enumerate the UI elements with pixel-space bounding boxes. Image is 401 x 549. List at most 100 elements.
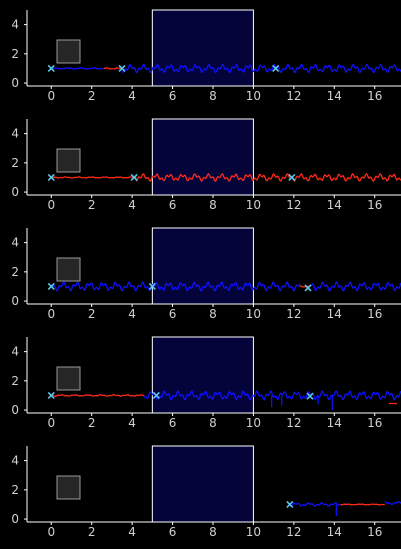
x-tick-label: 16 [367,416,382,430]
x-tick-label: 14 [327,198,342,212]
legend-box [56,366,81,391]
series-line-blue [50,281,301,292]
x-marker [152,391,160,400]
x-tick-label: 0 [47,416,55,430]
series-line-red [135,172,401,183]
series-line-blue [143,390,401,401]
x-tick-label: 6 [169,416,177,430]
x-tick-label: 4 [128,89,136,103]
series-line-blue [384,500,401,506]
traces [51,172,401,183]
x-marker-glyph [47,64,55,73]
x-tick-label: 2 [88,307,96,321]
x-tick-label: 14 [327,525,342,539]
x-tick-label: 4 [128,416,136,430]
x-tick-label: 6 [169,89,177,103]
x-tick-label: 14 [327,307,342,321]
series-line-red [103,67,123,70]
chart-panel-3: 0 2 4 6 8 10 12 14 16 0 2 4 [11,227,401,321]
x-tick-label: 6 [169,307,177,321]
x-marker-glyph [130,173,138,182]
traces [50,63,401,74]
x-tick-label: 2 [88,89,96,103]
legend-box [56,148,81,173]
y-tick-label: 4 [11,18,19,32]
x-marker [130,173,138,182]
series-line-red [51,176,137,179]
x-tick-label: 6 [169,198,177,212]
x-marker [272,64,280,73]
series-line-red [340,503,386,506]
x-tick-label: 12 [286,525,301,539]
y-tick-label: 2 [11,374,19,388]
x-marker [304,284,312,292]
y-tick-label: 0 [11,403,19,417]
x-marker [288,173,296,182]
x-tick-label: 16 [367,525,382,539]
series-line-blue [50,67,104,70]
x-tick-label: 12 [286,198,301,212]
x-tick-label: 8 [209,416,217,430]
x-marker [47,391,55,400]
x-marker [148,282,156,291]
shaded-span [151,9,254,87]
series-line-red [299,285,310,288]
x-tick-label: 4 [128,198,136,212]
chart-panel-4: 0 2 4 6 8 10 12 14 16 0 2 4 [11,336,401,430]
x-tick-label: 16 [367,307,382,321]
y-tick-label: 2 [11,47,19,61]
y-tick-label: 0 [11,76,19,90]
x-tick-label: 10 [246,416,261,430]
series-line-blue [289,501,341,507]
y-tick-label: 2 [11,265,19,279]
y-tick-label: 4 [11,127,19,141]
x-marker [118,64,126,73]
traces [289,500,401,517]
x-tick-label: 10 [246,198,261,212]
y-tick-label: 4 [11,454,19,468]
legend-box [56,257,81,282]
x-tick-label: 8 [209,307,217,321]
x-tick-label: 10 [246,307,261,321]
x-tick-label: 8 [209,525,217,539]
y-tick-label: 0 [11,294,19,308]
x-marker-glyph [288,173,296,182]
series-line-blue [309,281,401,292]
traces [51,390,401,411]
shaded-span [151,445,254,523]
y-tick-label: 2 [11,156,19,170]
shaded-span [151,227,254,305]
y-tick-label: 0 [11,185,19,199]
x-marker-glyph [47,282,55,291]
x-tick-label: 0 [47,525,55,539]
series-line-red [51,394,145,397]
x-tick-label: 4 [128,307,136,321]
shaded-span [151,336,254,414]
x-tick-label: 14 [327,89,342,103]
x-marker-glyph [152,391,160,400]
x-tick-label: 8 [209,198,217,212]
x-marker [47,282,55,291]
x-marker [47,173,55,182]
x-tick-label: 10 [246,89,261,103]
x-tick-label: 16 [367,89,382,103]
chart-panel-5: 0 2 4 6 8 10 12 14 16 0 2 4 [11,445,401,539]
shaded-span [151,118,254,196]
x-tick-label: 12 [286,89,301,103]
legend-box [56,475,81,500]
x-tick-label: 16 [367,198,382,212]
legend-box [56,39,81,64]
x-tick-label: 10 [246,525,261,539]
x-marker-glyph [118,64,126,73]
traces [50,281,401,292]
x-tick-label: 4 [128,525,136,539]
chart-panel-2: 0 2 4 6 8 10 12 14 16 0 2 4 [11,118,401,212]
x-tick-label: 0 [47,89,55,103]
x-tick-label: 8 [209,89,217,103]
x-tick-label: 0 [47,307,55,321]
x-tick-label: 2 [88,198,96,212]
x-marker [286,500,294,509]
x-tick-label: 0 [47,198,55,212]
x-tick-label: 12 [286,307,301,321]
